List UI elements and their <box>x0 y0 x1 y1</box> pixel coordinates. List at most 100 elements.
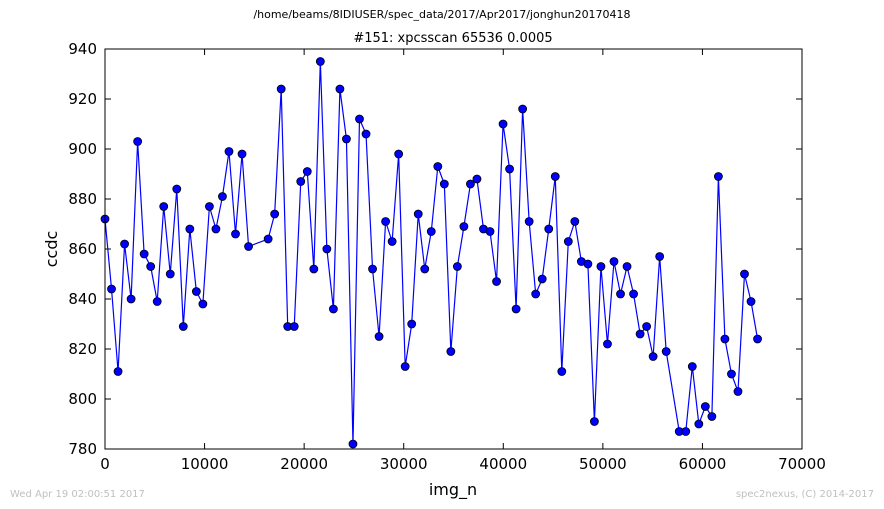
data-point <box>498 119 508 129</box>
data-point <box>400 362 410 371</box>
data-point <box>544 224 554 234</box>
data-point <box>746 297 756 306</box>
y-tick-label: 860 <box>68 240 97 258</box>
data-point <box>296 177 306 186</box>
data-point <box>120 239 129 249</box>
data-point <box>107 284 116 294</box>
y-tick-label: 900 <box>68 140 97 158</box>
data-point <box>713 172 723 181</box>
data-point <box>655 252 665 261</box>
data-point <box>518 104 528 114</box>
data-point <box>740 269 749 279</box>
data-point <box>126 294 136 304</box>
data-point <box>387 237 397 246</box>
data-point <box>263 234 273 244</box>
data-point <box>237 149 247 159</box>
data-point <box>590 417 599 426</box>
data-point <box>381 217 391 226</box>
data-point <box>205 202 214 211</box>
data-point <box>276 84 286 94</box>
data-point <box>374 332 384 341</box>
data-point <box>302 167 312 176</box>
data-point <box>439 179 449 189</box>
data-point <box>694 419 704 429</box>
data-point <box>191 287 201 296</box>
data-point <box>394 149 404 159</box>
data-point <box>322 244 332 254</box>
y-tick-label: 840 <box>68 290 97 308</box>
data-point <box>355 114 364 124</box>
y-axis-label: ccdc <box>42 231 61 268</box>
data-point <box>648 352 658 361</box>
data-point <box>420 264 430 274</box>
data-point <box>511 304 521 314</box>
data-point <box>609 257 619 266</box>
footer-credit: spec2nexus, (C) 2014-2017 <box>735 489 874 500</box>
data-point <box>661 347 671 356</box>
data-point <box>218 192 227 201</box>
data-point <box>753 334 762 344</box>
data-point <box>707 412 717 421</box>
data-point <box>152 297 162 306</box>
data-point <box>335 84 345 94</box>
data-point <box>407 319 417 329</box>
footer-timestamp: Wed Apr 19 02:00:51 2017 <box>10 489 145 500</box>
y-tick-label: 940 <box>68 40 97 58</box>
data-point <box>198 299 208 309</box>
data-point <box>172 184 182 194</box>
data-point <box>550 172 560 181</box>
data-point <box>472 174 482 184</box>
data-point <box>629 289 638 299</box>
data-point <box>524 217 534 226</box>
data-point <box>159 202 169 211</box>
data-point <box>583 259 593 269</box>
y-tick-label: 880 <box>68 190 97 208</box>
x-tick-label: 20000 <box>280 455 328 473</box>
data-point <box>368 264 377 274</box>
data-point <box>570 217 580 226</box>
data-point <box>348 439 358 449</box>
chart-title: #151: xpcsscan 65536 0.0005 <box>353 31 552 46</box>
y-tick-label: 820 <box>68 340 97 358</box>
data-point <box>211 224 221 234</box>
x-tick-label: 10000 <box>181 455 229 473</box>
figure-suptitle: /home/beams/8IDIUSER/spec_data/2017/Apr2… <box>253 8 631 21</box>
data-point <box>622 262 632 271</box>
data-point <box>231 229 240 239</box>
plot-frame <box>104 48 803 450</box>
data-point <box>616 289 625 299</box>
data-point <box>557 367 567 376</box>
data-point <box>244 242 253 251</box>
x-tick-label: 70000 <box>778 455 826 473</box>
data-point <box>185 224 195 234</box>
data-point <box>342 134 351 144</box>
data-point <box>146 262 156 271</box>
data-point <box>459 222 469 231</box>
data-point <box>635 329 645 339</box>
data-point <box>178 322 188 331</box>
x-tick-label: 30000 <box>380 455 428 473</box>
data-point <box>413 209 423 219</box>
data-point <box>426 227 436 236</box>
x-tick-label: 50000 <box>579 455 627 473</box>
data-point <box>289 322 299 331</box>
data-point <box>133 137 143 146</box>
data-point <box>720 334 730 344</box>
y-tick-label: 780 <box>68 440 97 458</box>
x-tick-label: 60000 <box>679 455 727 473</box>
data-point <box>700 402 710 411</box>
x-tick-label: 0 <box>100 455 110 473</box>
data-point <box>681 427 691 436</box>
y-tick-label: 800 <box>68 390 97 408</box>
data-point <box>361 129 371 139</box>
data-point <box>603 339 612 349</box>
data-point <box>309 264 319 274</box>
data-point <box>224 147 234 156</box>
data-point <box>165 269 175 279</box>
x-axis-label: img_n <box>429 480 477 500</box>
data-point <box>537 274 547 284</box>
data-point <box>315 57 325 66</box>
data-point <box>642 322 652 331</box>
data-point <box>139 249 149 259</box>
